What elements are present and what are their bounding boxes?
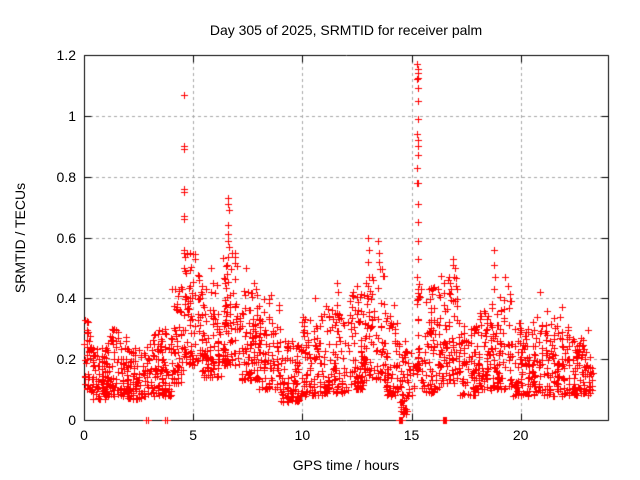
x-tick-label: 5 (189, 427, 198, 443)
y-tick-label: 1 (68, 107, 76, 124)
y-tick-label: 0.6 (56, 229, 76, 246)
y-tick-label: 0 (68, 412, 76, 428)
y-tick-label: 0.8 (56, 168, 76, 185)
chart-title: Day 305 of 2025, SRMTID for receiver pal… (209, 22, 483, 38)
y-tick-label: 1.2 (56, 47, 76, 63)
x-tick-label: 20 (512, 427, 529, 443)
x-tick-label: 10 (294, 427, 311, 443)
y-tick-label: 0.2 (56, 351, 76, 368)
x-axis-label: GPS time / hours (292, 457, 400, 473)
y-tick-label: 0.4 (56, 290, 76, 307)
x-tick-label: 0 (80, 427, 88, 443)
x-tick-label: 15 (403, 427, 420, 443)
